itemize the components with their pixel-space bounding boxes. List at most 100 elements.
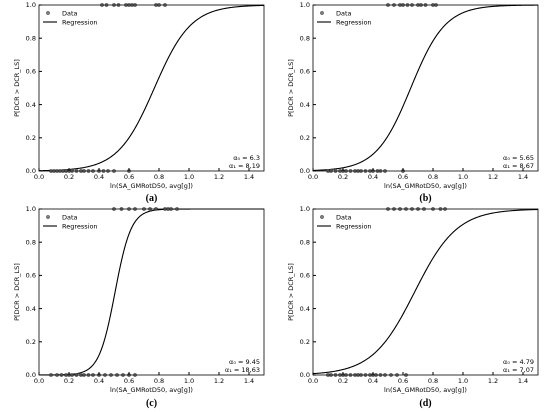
y-tick-label: 0.2 [26,338,36,346]
y-tick-label: 0.0 [26,371,36,379]
y-tick-label: 0.6 [26,272,36,280]
y-tick-label: 0.8 [26,238,36,246]
y-tick-label: 0.0 [300,371,310,379]
y-tick-label: 0.2 [300,338,310,346]
x-tick-label: 0.0 [308,377,318,385]
chart-panel-1: 0.0 0.2 0.4 0.6 0.8 1.0 1.2 1.4 0.0 0.2 0.4 0.6 0.8 1… [13,1,265,204]
x-axis-label: ln(SA_GMRotD50, avg[g]) [384,386,467,394]
axes-frame [312,4,539,172]
coefficient-alpha1: α₁ = 8,19 [229,162,260,170]
panel-caption: (d) [419,398,431,409]
legend-label-regression: Regression [62,18,98,26]
y-tick-label: 0.8 [300,34,310,42]
x-tick-label: 1.4 [244,377,254,385]
coefficient-alpha1: α₁ = 18,63 [225,366,260,374]
y-tick-label: 0.4 [26,305,36,313]
x-axis-label: ln(SA_GMRotD50, avg[g]) [110,386,193,394]
y-tick-label: 0.6 [300,272,310,280]
x-tick-label: 0.2 [64,377,74,385]
x-tick-label: 1.2 [214,173,224,181]
x-tick-label: 1.2 [488,173,498,181]
chart-panel-4: 0.0 0.2 0.4 0.6 0.8 1.0 1.2 1.4 0.0 0.2 0.4 0.6 0.8 1… [287,205,539,409]
x-tick-label: 1.0 [184,173,194,181]
x-tick-label: 0.8 [154,377,164,385]
x-tick-label: 0.6 [124,377,134,385]
legend-label-regression: Regression [336,18,372,26]
chart-panel-3: 0.0 0.2 0.4 0.6 0.8 1.0 1.2 1.4 0.0 0.2 0.4 0.6 0.8 1… [13,205,265,409]
y-tick-label: 0.6 [300,68,310,76]
panel-caption: (a) [146,193,158,204]
x-axis-label: ln(SA_GMRotD50, avg[g]) [110,182,193,190]
panel-caption: (b) [419,193,431,204]
x-tick-label: 0.8 [428,377,438,385]
axes-frame [312,208,539,376]
coefficient-alpha0: α₀ = 6.3 [233,154,260,162]
x-tick-label: 1.4 [518,173,528,181]
x-tick-label: 0.2 [64,173,74,181]
y-tick-label: 1.0 [26,1,36,9]
legend-marker-data [46,11,50,15]
legend-marker-data [320,11,324,15]
x-tick-label: 0.4 [94,173,104,181]
axes-frame [38,4,265,172]
x-tick-label: 0.0 [34,377,44,385]
x-tick-label: 0.4 [368,173,378,181]
y-tick-label: 0.0 [26,167,36,175]
x-tick-label: 1.2 [488,377,498,385]
x-tick-label: 0.6 [398,377,408,385]
legend-marker-data [320,215,324,219]
x-tick-label: 1.0 [184,377,194,385]
x-tick-label: 0.2 [338,377,348,385]
x-tick-label: 0.8 [428,173,438,181]
x-tick-label: 0.2 [338,173,348,181]
legend-label-data: Data [62,9,78,17]
x-tick-label: 1.2 [214,377,224,385]
y-tick-label: 0.4 [300,305,310,313]
x-tick-label: 0.0 [308,173,318,181]
x-tick-label: 0.6 [398,173,408,181]
coefficient-alpha0: α₀ = 5.65 [503,154,534,162]
regression-curve [39,208,264,376]
x-tick-label: 1.0 [458,173,468,181]
regression-curve [38,4,265,172]
y-tick-label: 0.4 [300,101,310,109]
coefficient-alpha1: α₁ = 8,67 [503,162,534,170]
legend-label-data: Data [336,213,352,221]
x-tick-label: 0.0 [34,173,44,181]
y-tick-label: 0.6 [26,68,36,76]
y-tick-label: 1.0 [300,205,310,213]
x-tick-label: 1.4 [244,173,254,181]
y-axis-label: P[DCR > DCR_LS] [287,263,295,321]
y-tick-label: 1.0 [300,1,310,9]
legend-label-regression: Regression [62,222,98,230]
coefficient-alpha0: α₀ = 4.79 [503,358,534,366]
y-tick-label: 0.4 [26,101,36,109]
x-tick-label: 0.6 [124,173,134,181]
x-axis-label: ln(SA_GMRotD50, avg[g]) [384,182,467,190]
x-tick-label: 1.0 [458,377,468,385]
legend-label-data: Data [336,9,352,17]
regression-curve [312,4,538,171]
y-tick-label: 0.2 [300,134,310,142]
coefficient-alpha0: α₀ = 9.45 [229,358,260,366]
x-tick-label: 0.4 [94,377,104,385]
y-axis-label: P[DCR > DCR_LS] [13,263,21,321]
x-tick-label: 0.4 [368,377,378,385]
legend-marker-data [46,215,50,219]
y-tick-label: 1.0 [26,205,36,213]
y-tick-label: 0.2 [26,134,36,142]
y-tick-label: 0.8 [26,34,36,42]
y-tick-label: 0.8 [300,238,310,246]
y-axis-label: P[DCR > DCR_LS] [13,59,21,117]
panel-caption: (c) [146,398,157,409]
legend-label-regression: Regression [336,222,372,230]
x-tick-label: 0.8 [154,173,164,181]
y-axis-label: P[DCR > DCR_LS] [287,59,295,117]
chart-panel-2: 0.0 0.2 0.4 0.6 0.8 1.0 1.2 1.4 0.0 0.2 0.4 0.6 0.8 1… [287,1,539,204]
coefficient-alpha1: α₁ = 7,07 [503,366,534,374]
axes-frame [38,208,265,376]
legend-label-data: Data [62,213,78,221]
regression-curve [312,208,539,375]
y-tick-label: 0.0 [300,167,310,175]
